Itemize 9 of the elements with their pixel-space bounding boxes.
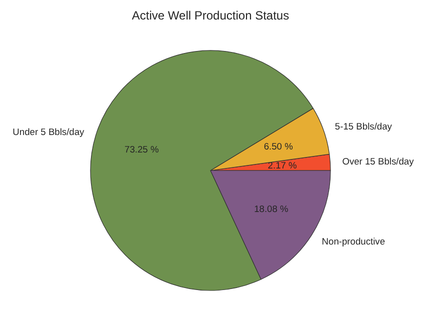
chart-title: Active Well Production Status bbox=[132, 8, 290, 22]
slice-label: Non-productive bbox=[322, 236, 386, 247]
slice-label: Under 5 Bbls/day bbox=[12, 127, 85, 138]
data-label: 6.50 % bbox=[264, 141, 293, 152]
data-label: 18.08 % bbox=[254, 204, 288, 214]
data-label: 73.25 % bbox=[124, 144, 159, 155]
slice-label: Over 15 Bbls/day bbox=[342, 156, 414, 167]
slice-label: 5-15 Bbls/day bbox=[334, 121, 392, 132]
data-label: 2.17 % bbox=[268, 160, 297, 171]
